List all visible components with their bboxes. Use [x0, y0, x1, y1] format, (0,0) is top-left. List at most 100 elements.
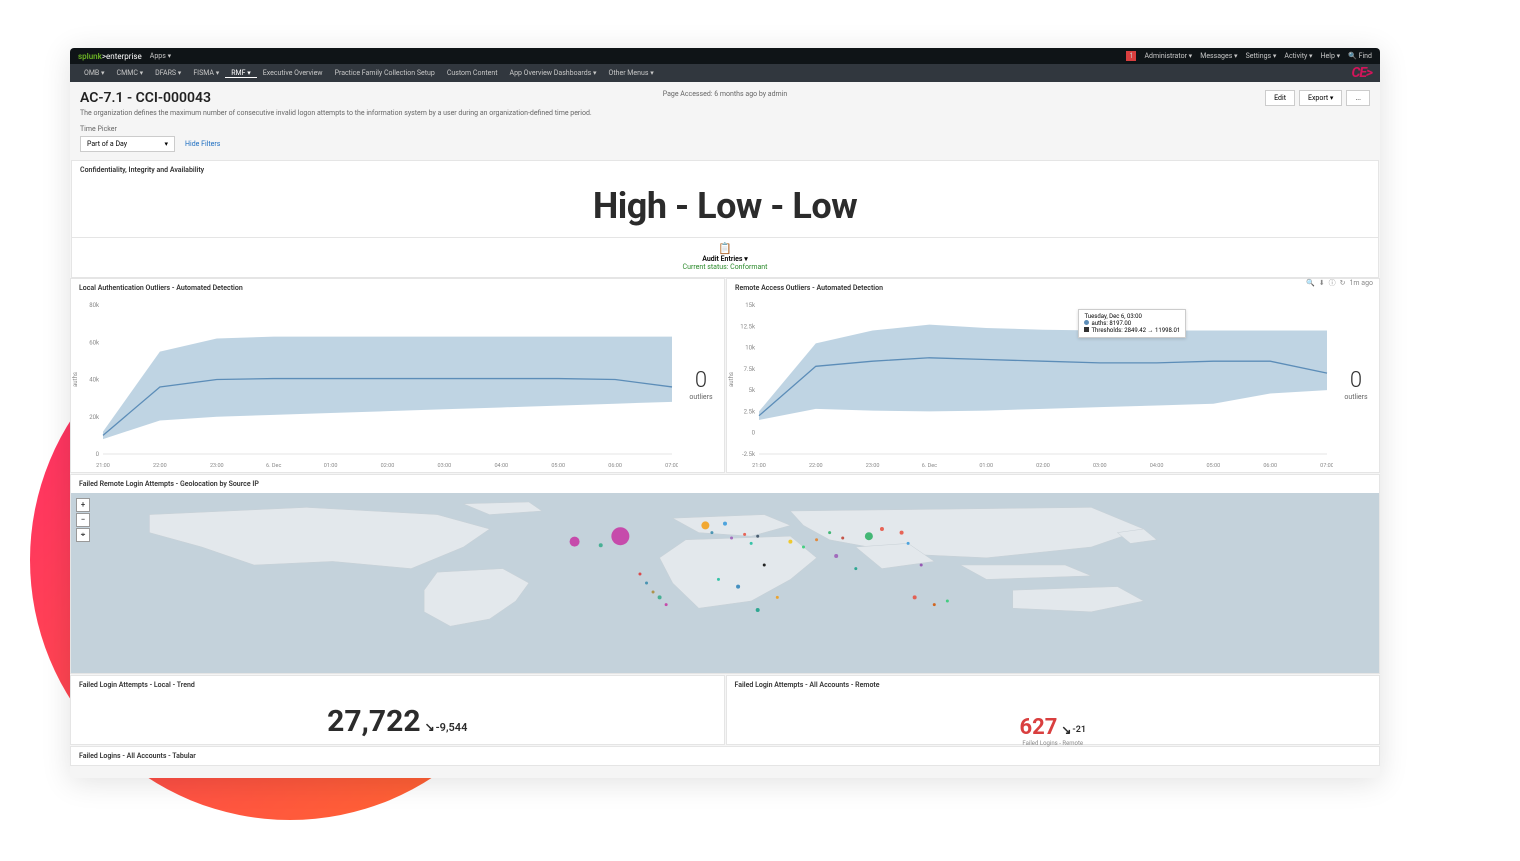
- svg-text:60k: 60k: [89, 339, 100, 346]
- local-auth-chart[interactable]: 0 20k 40k 60k 80k auths 21:00 22:00 23:00 6. Dec 0…: [71, 297, 678, 472]
- svg-text:6. Dec: 6. Dec: [922, 463, 937, 469]
- svg-text:6. Dec: 6. Dec: [266, 463, 281, 469]
- svg-text:5k: 5k: [749, 387, 756, 394]
- svg-text:auths: auths: [72, 372, 79, 387]
- activity-menu[interactable]: Activity ▾: [1284, 52, 1312, 60]
- svg-text:0: 0: [96, 451, 100, 458]
- local-auth-chart-panel: Local Authentication Outliers - Automate…: [70, 278, 725, 473]
- svg-text:05:00: 05:00: [551, 463, 565, 469]
- navbar: OMB ▾CMMC ▾DFARS ▾FISMA ▾RMF ▾Executive …: [70, 64, 1380, 82]
- svg-text:40k: 40k: [89, 377, 100, 384]
- nav-item-fisma-[interactable]: FISMA ▾: [187, 69, 225, 77]
- info-icon[interactable]: ⓘ: [1329, 278, 1336, 288]
- svg-text:12.5k: 12.5k: [740, 323, 756, 330]
- failed-remote-panel: Failed Login Attempts - All Accounts - R…: [726, 675, 1381, 745]
- search-icon[interactable]: 🔍: [1306, 279, 1315, 287]
- geolocation-map-title: Failed Remote Login Attempts - Geolocati…: [71, 475, 1379, 493]
- svg-text:23:00: 23:00: [210, 463, 224, 469]
- svg-text:15k: 15k: [745, 302, 756, 309]
- time-picker-dropdown[interactable]: Part of a Day▾: [80, 136, 175, 152]
- stats-row: Failed Login Attempts - Local - Trend 27…: [70, 675, 1380, 745]
- nav-item-rmf-[interactable]: RMF ▾: [225, 69, 257, 78]
- svg-text:21:00: 21:00: [96, 463, 110, 469]
- remote-access-outliers-count: 0 outliers: [1333, 297, 1379, 472]
- svg-text:80k: 80k: [89, 302, 100, 309]
- svg-text:04:00: 04:00: [1150, 463, 1164, 469]
- svg-text:06:00: 06:00: [1263, 463, 1277, 469]
- nav-item-app-overview-dashboards-[interactable]: App Overview Dashboards ▾: [504, 69, 603, 77]
- svg-text:01:00: 01:00: [324, 463, 338, 469]
- svg-text:07:00: 07:00: [665, 463, 678, 469]
- geolocation-map[interactable]: + − ⌖: [71, 493, 1379, 673]
- find-box[interactable]: 🔍 Find: [1348, 52, 1372, 60]
- page-accessed-label: Page Accessed: 6 months ago by admin: [663, 90, 788, 98]
- map-zoom-controls: + − ⌖: [76, 498, 90, 543]
- messages-menu[interactable]: Messages ▾: [1200, 52, 1237, 60]
- app-frame: splunk>enterprise Apps ▾ 1 Administrator…: [70, 48, 1380, 778]
- export-button[interactable]: Export ▾: [1299, 90, 1342, 106]
- remote-access-chart[interactable]: -2.5k02.5k5k7.5k10k12.5k15kauths21:0022:…: [727, 297, 1333, 472]
- geolocation-map-panel: Failed Remote Login Attempts - Geolocati…: [70, 474, 1380, 674]
- audit-entries-dropdown[interactable]: Audit Entries ▾: [72, 255, 1378, 263]
- refresh-icon[interactable]: ↻: [1340, 279, 1346, 287]
- admin-menu[interactable]: Administrator ▾: [1144, 52, 1192, 60]
- nav-item-executive-overview[interactable]: Executive Overview: [257, 69, 329, 77]
- topbar: splunk>enterprise Apps ▾ 1 Administrator…: [70, 48, 1380, 64]
- settings-menu[interactable]: Settings ▾: [1246, 52, 1277, 60]
- svg-text:auths: auths: [728, 372, 735, 387]
- nav-item-practice-family-collection-setup[interactable]: Practice Family Collection Setup: [329, 69, 441, 77]
- nav-item-omb-[interactable]: OMB ▾: [78, 69, 111, 77]
- svg-text:22:00: 22:00: [153, 463, 167, 469]
- svg-text:05:00: 05:00: [1207, 463, 1221, 469]
- svg-text:7.5k: 7.5k: [744, 366, 756, 373]
- svg-text:03:00: 03:00: [1093, 463, 1107, 469]
- svg-text:02:00: 02:00: [381, 463, 395, 469]
- trend-down-icon: ↘: [1061, 723, 1071, 737]
- page-header: AC-7.1 - CCI-000043 The organization def…: [70, 82, 1380, 121]
- failed-remote-title: Failed Login Attempts - All Accounts - R…: [727, 676, 1380, 694]
- svg-text:02:00: 02:00: [1036, 463, 1050, 469]
- svg-text:06:00: 06:00: [608, 463, 622, 469]
- svg-text:10k: 10k: [745, 345, 756, 352]
- more-button[interactable]: ...: [1346, 90, 1370, 106]
- cia-panel: Confidentiality, Integrity and Availabil…: [71, 160, 1379, 278]
- alert-badge[interactable]: 1: [1126, 51, 1136, 61]
- nav-item-dfars-[interactable]: DFARS ▾: [149, 69, 187, 77]
- zoom-out-button[interactable]: −: [76, 513, 90, 527]
- svg-text:2.5k: 2.5k: [744, 408, 756, 415]
- svg-text:07:00: 07:00: [1320, 463, 1333, 469]
- help-menu[interactable]: Help ▾: [1321, 52, 1341, 60]
- page-subtitle: The organization defines the maximum num…: [80, 109, 592, 117]
- svg-text:20k: 20k: [89, 414, 100, 421]
- svg-text:03:00: 03:00: [438, 463, 452, 469]
- edit-button[interactable]: Edit: [1265, 90, 1295, 106]
- hide-filters-link[interactable]: Hide Filters: [185, 140, 220, 148]
- svg-text:01:00: 01:00: [979, 463, 993, 469]
- svg-text:21:00: 21:00: [752, 463, 766, 469]
- chart-tooltip: Tuesday, Dec 6, 03:00 auths: 8197.00 Thr…: [1078, 309, 1186, 338]
- failed-remote-sublabel: Failed Logins - Remote: [1022, 740, 1083, 747]
- outliers-charts-row: Local Authentication Outliers - Automate…: [70, 278, 1380, 473]
- chart-toolbar: 🔍 ⬇ ⓘ ↻ 1m ago: [1306, 278, 1373, 288]
- trend-down-icon: ↘: [425, 720, 435, 734]
- download-icon[interactable]: ⬇: [1319, 279, 1325, 287]
- page-title: AC-7.1 - CCI-000043: [80, 90, 592, 106]
- remote-access-chart-title: Remote Access Outliers - Automated Detec…: [727, 279, 1379, 297]
- nav-item-custom-content[interactable]: Custom Content: [441, 69, 504, 77]
- locate-button[interactable]: ⌖: [76, 528, 90, 542]
- nav-item-cmmc-[interactable]: CMMC ▾: [111, 69, 150, 77]
- svg-text:0: 0: [752, 430, 756, 437]
- local-auth-outliers-count: 0 outliers: [678, 297, 724, 472]
- topbar-right: 1 Administrator ▾ Messages ▾ Settings ▾ …: [1126, 51, 1372, 61]
- svg-text:22:00: 22:00: [809, 463, 823, 469]
- ce-logo: CE>: [1351, 65, 1372, 81]
- audit-status-label: Current status: Conformant: [72, 263, 1378, 271]
- nav-item-other-menus-[interactable]: Other Menus ▾: [603, 69, 660, 77]
- apps-menu[interactable]: Apps ▾: [150, 52, 171, 60]
- remote-access-chart-panel: Remote Access Outliers - Automated Detec…: [726, 278, 1380, 473]
- cia-value: High - Low - Low: [593, 185, 857, 227]
- failed-local-value: 27,722: [327, 704, 420, 739]
- zoom-in-button[interactable]: +: [76, 498, 90, 512]
- svg-text:04:00: 04:00: [494, 463, 508, 469]
- filters-bar: Time Picker Part of a Day▾ Hide Filters: [70, 121, 1380, 160]
